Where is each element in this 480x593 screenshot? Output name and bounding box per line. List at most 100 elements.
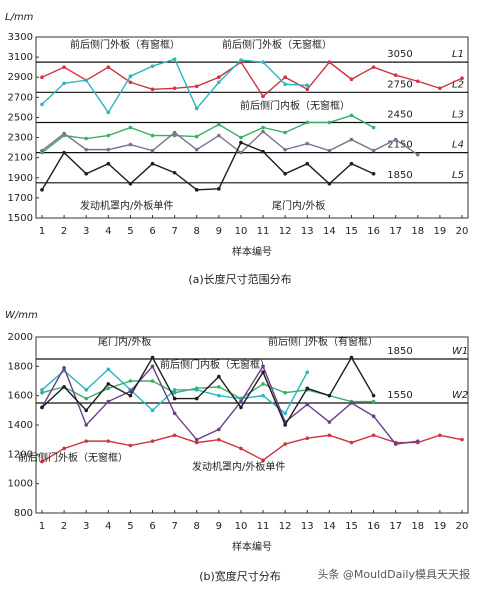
- data-point: [40, 388, 44, 392]
- data-point: [283, 130, 287, 135]
- data-point: [40, 188, 44, 192]
- data-point: [438, 433, 442, 438]
- data-point: [349, 440, 354, 445]
- data-point: [194, 134, 199, 139]
- data-point: [261, 458, 265, 463]
- data-point: [327, 393, 332, 398]
- data-point: [128, 379, 133, 383]
- data-point: [150, 364, 155, 369]
- data-point: [327, 148, 332, 153]
- x-tick-label: 6: [149, 521, 155, 532]
- y-tick-label: 1600: [8, 391, 33, 402]
- data-point: [194, 396, 199, 401]
- series-line: [41, 141, 374, 191]
- x-tick-label: 9: [216, 226, 222, 237]
- data-point: [217, 437, 221, 442]
- watermark: 头条 @MouldDaily模具天天报: [317, 567, 470, 581]
- y-tick-label: 1700: [8, 193, 33, 204]
- data-point: [371, 414, 376, 419]
- data-point: [371, 393, 376, 398]
- data-point: [327, 182, 332, 186]
- data-point: [194, 84, 199, 89]
- reference-value: 1850: [387, 346, 412, 357]
- x-tick-label: 14: [323, 521, 336, 532]
- data-point: [217, 122, 221, 127]
- data-point: [283, 147, 287, 152]
- data-point: [371, 148, 376, 153]
- series-annotation: 前后侧门外板（有窗框）: [70, 38, 180, 51]
- reference-name: L1: [452, 49, 464, 60]
- data-point: [40, 148, 44, 153]
- data-point: [460, 437, 464, 442]
- series-annotation: 前后侧门外板（有窗框）: [268, 335, 378, 348]
- y-tick-label: 2500: [8, 112, 33, 123]
- data-point: [349, 137, 354, 142]
- data-point: [393, 73, 398, 78]
- data-point: [194, 437, 199, 442]
- data-point: [327, 120, 332, 125]
- x-tick-label: 8: [194, 226, 200, 237]
- plot-frame: [35, 36, 469, 219]
- data-point: [128, 80, 133, 85]
- data-point: [239, 446, 243, 451]
- data-point: [261, 125, 265, 130]
- data-point: [106, 382, 111, 386]
- series-line: [41, 356, 375, 427]
- data-point: [261, 364, 265, 369]
- y-tick-label: 3100: [8, 52, 33, 63]
- data-point: [172, 411, 177, 416]
- data-point: [128, 389, 133, 394]
- x-tick-label: 3: [83, 226, 89, 237]
- series-annotation: 尾门内/外板: [98, 335, 151, 348]
- x-tick-label: 19: [434, 226, 447, 237]
- x-tick-label: 16: [367, 521, 380, 532]
- data-point: [106, 386, 111, 391]
- data-point: [128, 393, 133, 398]
- data-point: [327, 420, 332, 424]
- data-point: [194, 188, 199, 192]
- data-point: [460, 76, 464, 81]
- data-point: [283, 411, 287, 416]
- data-point: [261, 393, 265, 398]
- y-tick-label: 2700: [8, 92, 33, 103]
- data-point: [305, 161, 310, 166]
- data-point: [172, 170, 177, 175]
- data-point: [327, 60, 332, 64]
- series-line: [41, 114, 374, 154]
- data-point: [150, 87, 155, 92]
- x-tick-label: 5: [127, 226, 133, 237]
- series-annotation: 尾门内/外板: [272, 199, 325, 212]
- reference-name: L4: [452, 140, 464, 151]
- x-tick-label: 19: [434, 521, 447, 532]
- x-tick-label: 8: [194, 521, 200, 532]
- data-point: [305, 141, 310, 146]
- y-tick-label: 2300: [8, 133, 33, 144]
- data-point: [172, 130, 177, 135]
- x-tick-label: 1: [39, 521, 45, 532]
- y-tick-label: 3300: [8, 32, 33, 43]
- data-point: [106, 367, 111, 372]
- data-point: [62, 366, 66, 370]
- x-tick-label: 16: [367, 226, 380, 237]
- x-tick-label: 2: [61, 226, 67, 237]
- data-point: [62, 385, 66, 389]
- x-tick-label: 9: [216, 521, 222, 532]
- data-point: [128, 142, 133, 147]
- data-point: [261, 370, 265, 375]
- data-point: [150, 148, 155, 153]
- x-tick-label: 15: [345, 521, 358, 532]
- y-axis-label: W/mm: [5, 310, 38, 321]
- data-point: [217, 385, 221, 389]
- data-point: [349, 113, 354, 118]
- data-point: [40, 390, 44, 395]
- data-point: [239, 150, 243, 155]
- data-point: [239, 135, 243, 140]
- x-tick-label: 20: [456, 521, 469, 532]
- chart-title: (b)宽度尺寸分布: [199, 569, 281, 583]
- x-tick-label: 17: [389, 521, 402, 532]
- data-point: [217, 75, 221, 80]
- reference-value: 2150: [387, 140, 412, 151]
- data-point: [239, 58, 243, 62]
- data-point: [40, 405, 44, 410]
- data-point: [305, 370, 310, 375]
